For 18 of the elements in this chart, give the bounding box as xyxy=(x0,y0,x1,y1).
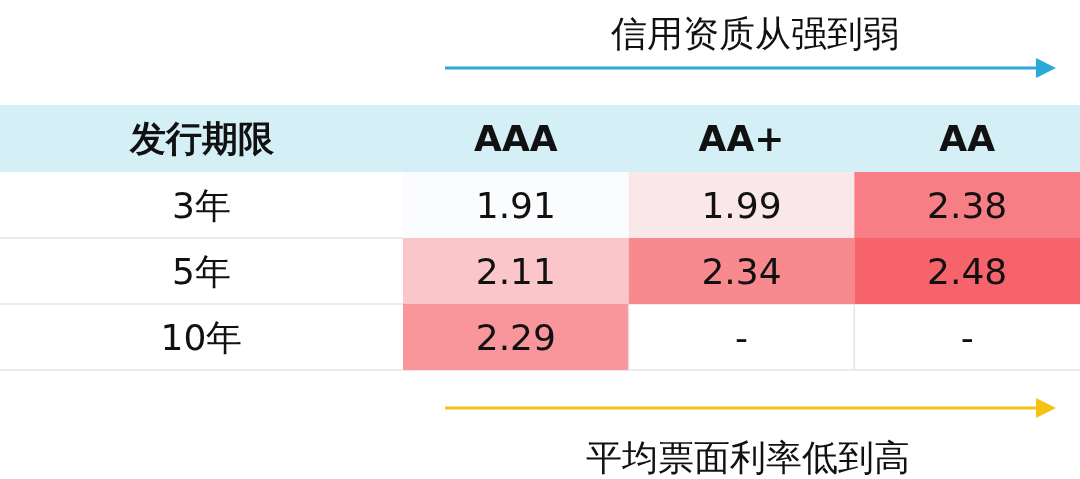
text: 平均票面利率低到高 xyxy=(586,436,910,478)
data-label: 1.91 xyxy=(475,184,556,226)
y-tick-label: 10年 xyxy=(160,316,243,358)
text: - xyxy=(735,316,748,358)
data-label: 2.29 xyxy=(475,316,556,358)
data-label: 2.11 xyxy=(475,250,556,292)
x-tick-label: AA+ xyxy=(698,118,785,159)
y-axis-title: 发行期限 xyxy=(128,118,275,159)
data-label: 2.48 xyxy=(927,250,1008,292)
x-tick-label: AA xyxy=(939,118,996,159)
text: - xyxy=(960,316,974,358)
y-tick-label: 3年 xyxy=(172,184,231,226)
data-label: 1.99 xyxy=(701,184,782,226)
data-label: 2.38 xyxy=(927,184,1008,226)
x-tick-label: AAA xyxy=(474,118,558,159)
data-label: 2.34 xyxy=(701,250,782,292)
chart-title: 信用资质从强到弱 xyxy=(611,12,899,54)
y-tick-label: 5年 xyxy=(172,250,231,292)
